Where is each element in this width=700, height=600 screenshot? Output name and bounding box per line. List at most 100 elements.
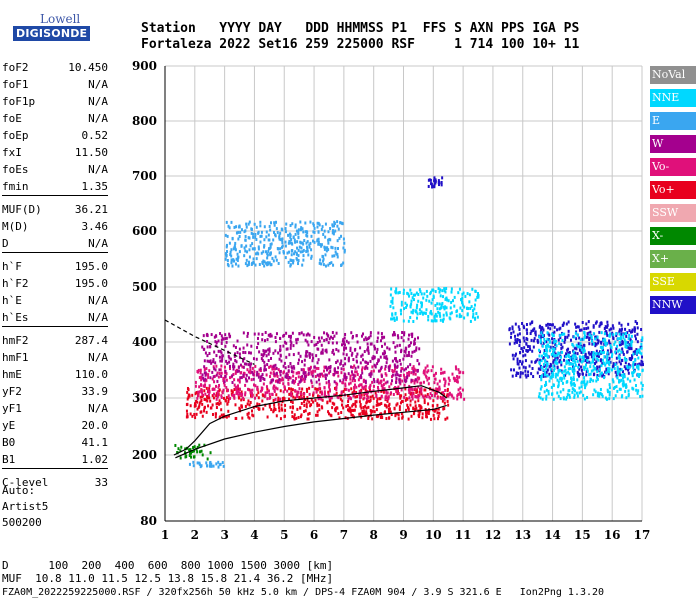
echo-mark — [414, 372, 417, 376]
echo-mark — [587, 320, 590, 324]
echo-mark — [251, 370, 254, 374]
echo-mark — [588, 336, 591, 340]
echo-mark — [510, 368, 513, 372]
echo-mark — [403, 307, 406, 311]
echo-mark — [342, 237, 345, 241]
echo-mark — [227, 394, 230, 398]
echo-mark — [332, 229, 335, 233]
echo-mark — [434, 391, 437, 395]
echo-mark — [229, 396, 232, 400]
echo-mark — [273, 406, 276, 410]
echo-mark — [397, 391, 400, 395]
echo-mark — [237, 365, 240, 369]
echo-mark — [270, 334, 273, 338]
echo-mark — [263, 244, 266, 248]
x-tick-label: 7 — [340, 528, 348, 542]
param-row-fof2: foF2 10.450 — [2, 61, 108, 75]
echo-mark — [200, 399, 203, 403]
echo-mark — [552, 334, 555, 338]
echo-mark — [322, 263, 325, 267]
echo-mark — [328, 358, 331, 362]
echo-mark — [188, 393, 191, 397]
param-key: yF2 — [2, 385, 22, 398]
echo-mark — [365, 412, 368, 416]
y-tick-label: 800 — [132, 114, 157, 128]
echo-mark — [285, 355, 288, 359]
echo-mark — [420, 406, 423, 410]
echo-mark — [407, 333, 410, 337]
echo-mark — [317, 221, 320, 225]
echo-mark — [600, 340, 603, 344]
echo-mark — [291, 249, 294, 253]
echo-mark — [226, 259, 229, 263]
echo-mark — [303, 403, 306, 407]
echo-mark — [406, 365, 409, 369]
echo-mark — [338, 236, 341, 240]
echo-mark — [606, 323, 609, 327]
echo-mark — [543, 364, 546, 368]
echo-mark — [398, 408, 401, 412]
echo-mark — [236, 256, 239, 260]
echo-mark — [583, 327, 586, 331]
echo-mark — [209, 406, 212, 410]
echo-mark — [198, 401, 201, 405]
echo-mark — [230, 261, 233, 265]
echo-mark — [238, 234, 241, 238]
echo-mark — [516, 338, 519, 342]
echo-mark — [242, 359, 245, 363]
echo-mark — [331, 231, 334, 235]
echo-mark — [461, 296, 464, 300]
echo-mark — [452, 396, 455, 400]
echo-mark — [327, 334, 330, 338]
echo-mark — [334, 250, 337, 254]
echo-mark — [372, 405, 375, 409]
echo-mark — [415, 406, 418, 410]
echo-mark — [414, 387, 417, 391]
echo-mark — [289, 343, 292, 347]
echo-mark — [330, 261, 333, 265]
echo-mark — [628, 333, 631, 337]
param-row-fof1p: foF1p N/A — [2, 95, 108, 109]
echo-mark — [618, 343, 621, 347]
echo-mark — [285, 341, 288, 345]
echo-mark — [448, 391, 451, 395]
echo-mark — [347, 394, 350, 398]
echo-mark — [270, 263, 273, 267]
echo-mark — [274, 386, 277, 390]
echo-mark — [402, 339, 405, 343]
echo-mark — [607, 372, 610, 376]
echo-mark — [408, 384, 411, 388]
echo-mark — [331, 254, 334, 258]
echo-mark — [185, 409, 188, 413]
echo-mark — [325, 373, 328, 377]
echo-mark — [291, 415, 294, 419]
echo-mark — [213, 335, 216, 339]
echo-mark — [443, 384, 446, 388]
echo-mark — [582, 365, 585, 369]
echo-mark — [571, 390, 574, 394]
echo-mark — [302, 230, 305, 234]
echo-mark — [625, 383, 628, 387]
echo-mark — [340, 411, 343, 415]
echo-mark — [196, 407, 199, 411]
echo-mark — [301, 374, 304, 378]
echo-mark — [364, 379, 367, 383]
echo-mark — [238, 387, 241, 391]
echo-mark — [575, 347, 578, 351]
echo-mark — [582, 359, 585, 363]
echo-mark — [345, 353, 348, 357]
echo-mark — [524, 366, 527, 370]
echo-mark — [293, 381, 296, 385]
echo-mark — [321, 348, 324, 352]
echo-mark — [331, 341, 334, 345]
echo-mark — [237, 264, 240, 268]
echo-mark — [292, 353, 295, 357]
echo-mark — [429, 178, 432, 182]
echo-mark — [594, 344, 597, 348]
echo-mark — [209, 451, 212, 455]
legend-item-x-: X+ — [650, 250, 696, 268]
echo-mark — [279, 389, 282, 393]
echo-mark — [622, 333, 625, 337]
echo-mark — [519, 359, 522, 363]
echo-mark — [472, 312, 475, 316]
